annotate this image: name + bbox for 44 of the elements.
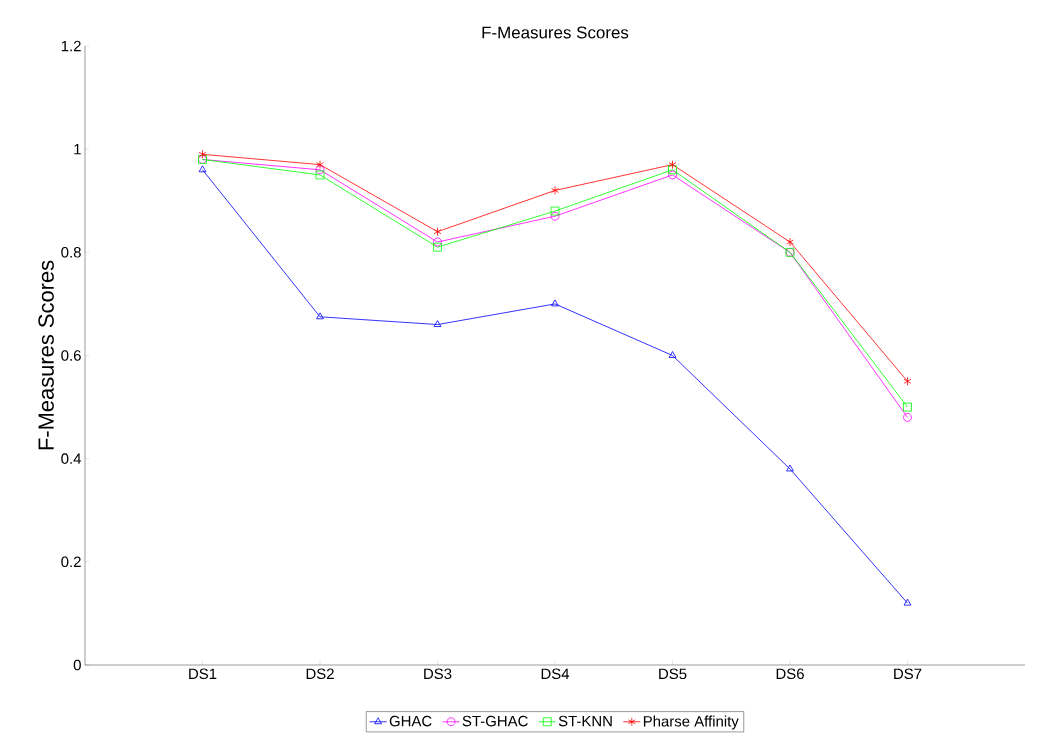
point: [551, 186, 559, 195]
y-tick-label: 1.2: [61, 40, 81, 52]
point: [198, 149, 207, 159]
x-tick-label: DS1: [189, 668, 217, 680]
legend-label: ST-KNN: [558, 715, 612, 727]
y-tick-label: 0: [73, 659, 81, 671]
point: [316, 160, 324, 170]
point: [903, 402, 912, 412]
y-tick-label: 0.2: [61, 556, 81, 568]
point: [550, 206, 560, 216]
legend-label: GHAC: [389, 715, 432, 727]
x-tick-label: DS3: [424, 668, 452, 680]
point: [903, 376, 912, 386]
point: [551, 299, 559, 307]
x-tick-label: DS7: [894, 668, 922, 680]
point: [903, 413, 912, 422]
point: [433, 320, 442, 327]
y-tick-label: 1: [74, 144, 81, 155]
y-tick-label: 0.6: [61, 350, 81, 361]
point: [316, 312, 324, 320]
y-tick-label: 0.4: [61, 453, 82, 464]
chart-title: F-Measures Scores: [482, 26, 629, 39]
point: [433, 237, 442, 247]
point: [433, 227, 442, 237]
point: [315, 170, 325, 180]
x-tick-label: DS5: [659, 668, 687, 680]
x-tick-label: DS4: [541, 668, 570, 680]
point: [668, 351, 677, 358]
point: [668, 165, 677, 175]
point: [433, 242, 442, 252]
point: [668, 170, 677, 180]
point: [550, 211, 560, 221]
point: [903, 598, 912, 606]
x-tick-label: DS2: [306, 668, 334, 680]
legend-label: Pharse Affinity: [643, 715, 739, 730]
legend-label: ST-GHAC: [462, 715, 528, 727]
y-tick-label: 0.8: [61, 247, 81, 258]
point: [786, 237, 794, 247]
point: [786, 464, 794, 472]
y-axis-title: F-Measures Scores: [38, 260, 54, 450]
point: [315, 165, 325, 175]
point: [668, 160, 677, 170]
x-tick-label: DS6: [776, 668, 804, 680]
point: [198, 165, 207, 173]
